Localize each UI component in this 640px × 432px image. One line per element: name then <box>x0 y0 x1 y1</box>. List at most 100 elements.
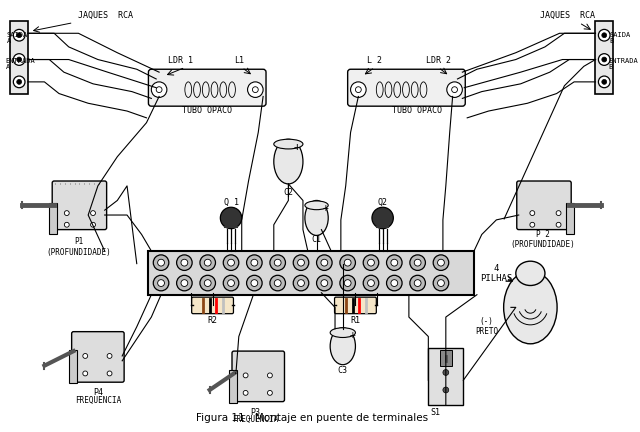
Circle shape <box>275 259 281 266</box>
Circle shape <box>602 79 607 84</box>
Text: SAIDA: SAIDA <box>609 32 630 38</box>
Text: P 2
(PROFUNDIDADE): P 2 (PROFUNDIDADE) <box>511 230 575 249</box>
Bar <box>566 203 574 235</box>
Circle shape <box>107 371 112 376</box>
Text: FREQUENCIA: FREQUENCIA <box>232 415 278 424</box>
Circle shape <box>65 222 69 227</box>
Text: Q2: Q2 <box>378 198 388 207</box>
Text: LDR 2: LDR 2 <box>426 56 451 65</box>
Circle shape <box>243 373 248 378</box>
Circle shape <box>177 255 192 270</box>
Circle shape <box>387 255 402 270</box>
Bar <box>49 203 57 235</box>
Circle shape <box>433 275 449 291</box>
Circle shape <box>317 275 332 291</box>
Ellipse shape <box>305 200 328 235</box>
FancyBboxPatch shape <box>72 332 124 382</box>
Ellipse shape <box>274 139 303 184</box>
Circle shape <box>602 57 607 62</box>
Circle shape <box>410 255 426 270</box>
Circle shape <box>200 255 216 270</box>
Circle shape <box>298 259 305 266</box>
Text: S1: S1 <box>430 408 440 417</box>
Ellipse shape <box>516 261 545 286</box>
Circle shape <box>556 211 561 216</box>
FancyBboxPatch shape <box>148 69 266 106</box>
Circle shape <box>228 259 234 266</box>
Circle shape <box>275 280 281 286</box>
Circle shape <box>223 255 239 270</box>
FancyBboxPatch shape <box>348 69 465 106</box>
Bar <box>440 350 452 365</box>
Circle shape <box>91 222 95 227</box>
Circle shape <box>248 82 263 98</box>
Circle shape <box>387 275 402 291</box>
FancyBboxPatch shape <box>516 181 571 229</box>
Circle shape <box>344 259 351 266</box>
Text: +: + <box>349 330 355 340</box>
Text: L 2: L 2 <box>367 56 382 65</box>
Circle shape <box>410 275 426 291</box>
Text: LDR 1: LDR 1 <box>168 56 193 65</box>
Circle shape <box>598 76 610 88</box>
Text: B: B <box>608 64 612 70</box>
Text: +: + <box>293 142 300 152</box>
Circle shape <box>181 259 188 266</box>
Text: L1: L1 <box>234 56 244 65</box>
Circle shape <box>293 255 308 270</box>
Text: A: A <box>6 64 10 70</box>
Ellipse shape <box>305 201 328 210</box>
Text: P3: P3 <box>250 408 260 417</box>
Circle shape <box>243 391 248 395</box>
Text: Q 1: Q 1 <box>223 198 239 207</box>
Circle shape <box>200 275 216 291</box>
Text: R1: R1 <box>351 317 360 325</box>
Text: P4: P4 <box>93 388 103 397</box>
Text: TUBO OPACO: TUBO OPACO <box>182 105 232 114</box>
Circle shape <box>598 29 610 41</box>
Circle shape <box>391 280 397 286</box>
Circle shape <box>391 259 397 266</box>
Circle shape <box>530 211 535 216</box>
Text: JAQUES  RCA: JAQUES RCA <box>540 11 595 20</box>
FancyBboxPatch shape <box>232 351 285 402</box>
Ellipse shape <box>330 328 355 365</box>
Ellipse shape <box>330 328 355 337</box>
Text: SAIDA: SAIDA <box>6 32 28 38</box>
Text: 4
PILHAS: 4 PILHAS <box>480 264 513 283</box>
Text: FREQUENCIA: FREQUENCIA <box>75 396 121 405</box>
Circle shape <box>107 353 112 359</box>
Circle shape <box>447 82 462 98</box>
Circle shape <box>414 259 421 266</box>
FancyBboxPatch shape <box>191 297 234 314</box>
Circle shape <box>367 259 374 266</box>
Circle shape <box>251 280 258 286</box>
Circle shape <box>364 275 379 291</box>
FancyBboxPatch shape <box>52 181 107 229</box>
Circle shape <box>154 275 169 291</box>
Text: (-)
PRETO: (-) PRETO <box>475 317 498 337</box>
Circle shape <box>13 76 25 88</box>
Ellipse shape <box>504 271 557 344</box>
Circle shape <box>223 275 239 291</box>
Circle shape <box>246 275 262 291</box>
Bar <box>595 21 613 94</box>
Text: Figura 11 - Montaje en puente de terminales: Figura 11 - Montaje en puente de termina… <box>196 413 428 423</box>
Circle shape <box>433 255 449 270</box>
Text: C3: C3 <box>338 366 348 375</box>
Circle shape <box>268 391 273 395</box>
Text: B: B <box>609 38 613 44</box>
Circle shape <box>351 82 366 98</box>
Circle shape <box>270 275 285 291</box>
Circle shape <box>220 207 242 229</box>
Circle shape <box>340 255 355 270</box>
Circle shape <box>317 255 332 270</box>
Text: C1: C1 <box>312 235 321 244</box>
Circle shape <box>364 255 379 270</box>
FancyBboxPatch shape <box>335 297 376 314</box>
Text: A: A <box>6 38 11 44</box>
Circle shape <box>17 57 22 62</box>
Circle shape <box>204 259 211 266</box>
Circle shape <box>17 79 22 84</box>
Circle shape <box>151 82 167 98</box>
